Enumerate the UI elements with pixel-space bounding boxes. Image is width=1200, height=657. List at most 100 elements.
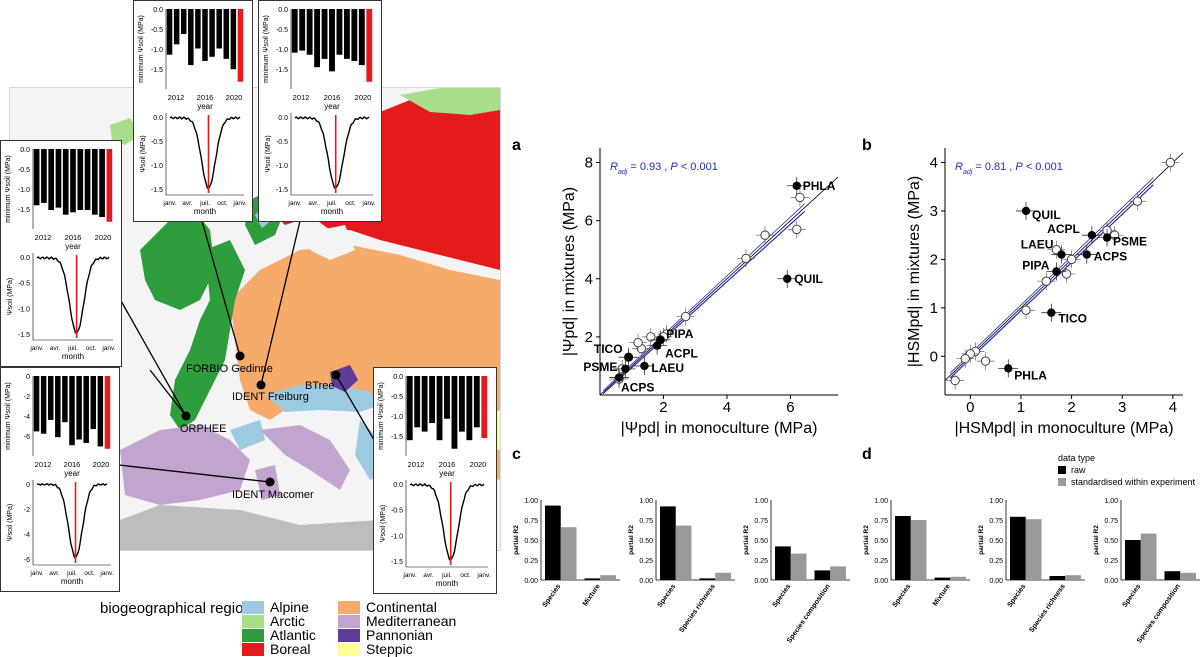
point-label: PHLA <box>1014 368 1047 382</box>
legend-label: Atlantic <box>270 627 316 643</box>
bar-year <box>91 149 98 215</box>
site-label-gedinne: FORBIO Gedinne <box>186 363 273 375</box>
tick-label-month: oct. <box>345 200 356 207</box>
data-point-filled <box>652 341 662 350</box>
bar-year <box>77 149 84 210</box>
bar-year <box>90 376 97 430</box>
bar-year <box>202 9 208 61</box>
bar-year <box>209 9 215 57</box>
data-point-open <box>950 375 960 386</box>
r2-annotation: Radj = 0.81 , P < 0.001 <box>955 161 1063 176</box>
tick-label: 0.0 <box>278 7 288 14</box>
bar-year <box>97 376 104 447</box>
point-label: PSME <box>1113 235 1147 249</box>
tick-label: -1.0 <box>18 306 30 313</box>
bar-standardised <box>830 566 846 580</box>
tick-label: -0.5 <box>276 139 288 146</box>
r2-annotation: Radj = 0.93 , P < 0.001 <box>610 161 718 176</box>
legend-label: Steppic <box>366 641 413 657</box>
site-btree <box>331 370 341 380</box>
tick-label-x: Species <box>1006 583 1027 609</box>
tick-label-month: avr. <box>49 570 60 577</box>
tick-label-month: janv. <box>29 570 43 577</box>
inset-gedinne: 0.0 -0.5 -1.0 -1.5 minimum Ψsoil (MPa) 2012 20… <box>133 0 253 222</box>
bar-year <box>351 9 358 61</box>
region-outside <box>110 505 420 550</box>
axis-label-y: Ψsoil (MPa) <box>380 505 387 542</box>
tick-label-y: 0.50 <box>754 538 768 545</box>
tick-label: -0.5 <box>276 27 288 34</box>
tick-label-month: janv. <box>162 200 176 207</box>
tick-label-y: 1.00 <box>524 498 538 505</box>
data-point-open <box>1041 276 1051 286</box>
tick-label-year: 2020 <box>93 460 110 469</box>
legend-label: Mediterranean <box>366 613 457 629</box>
point-label: TICO <box>1058 312 1087 326</box>
tick-label: -1.0 <box>18 187 30 194</box>
bar-year <box>33 149 40 206</box>
bar-year <box>62 149 69 215</box>
bar-year <box>237 9 244 82</box>
tick-label: -1.5 <box>18 207 30 214</box>
legend-swatch <box>338 600 360 614</box>
bar-year <box>166 9 173 55</box>
data-point-open <box>741 253 751 264</box>
tick-label-month: janv. <box>232 200 246 207</box>
regression-line <box>602 210 806 394</box>
tick-label: -1.5 <box>391 434 403 441</box>
regression-line-alt <box>949 177 1154 374</box>
tick-label-y: 1.00 <box>754 498 768 505</box>
tick-label-x: Species richness <box>678 583 717 634</box>
bar-year <box>70 149 76 213</box>
tick-label-y: 0.25 <box>874 558 888 565</box>
tick-label-year: 2012 <box>408 460 425 469</box>
r2-subscript: adj <box>618 169 628 176</box>
bar-year <box>473 376 480 428</box>
tick-label-y: 1.00 <box>1104 498 1118 505</box>
scatter-plot-b: 0 1 2 3 4 0 1 2 3 4 |HSMpd| in monoculture (MPa) |H… <box>906 148 1184 437</box>
legend-swatch <box>338 614 360 628</box>
panel-label-d: d <box>862 446 872 463</box>
soil-water-curve <box>169 116 241 190</box>
tick-label-y: 0 <box>930 348 938 365</box>
tick-label: -2 <box>24 394 30 401</box>
tick-label-year: 2012 <box>35 233 52 242</box>
point-label: LAEU <box>1021 238 1054 252</box>
inset-orphee: 0.0 -0.5 -1.0 -1.5 minimum Ψsoil (MPa) 2012 20… <box>0 140 122 367</box>
point-label: ACPL <box>665 347 698 361</box>
data-point-open <box>646 332 656 342</box>
site-freiburg <box>256 380 266 390</box>
tick-label-y: 0.25 <box>754 558 768 565</box>
axis-label-y: partial R2 <box>863 525 870 555</box>
legend-item-mediterranean: Mediterranean <box>338 613 456 629</box>
r2-symbol: R <box>610 161 618 173</box>
tick-label-year: 2020 <box>226 93 243 102</box>
tick-label-month: avr. <box>182 200 193 207</box>
tick-label-y: 0.25 <box>639 558 653 565</box>
axis-label-y: minimum Ψsoil (MPa) <box>378 382 385 450</box>
bar-raw <box>545 505 561 580</box>
tick-label-month: avr. <box>50 345 61 352</box>
tick-label: 0.0 <box>278 115 288 122</box>
legend-item-alpine: Alpine <box>242 599 309 615</box>
data-point-open <box>795 192 805 203</box>
point-label: TICO <box>594 342 623 356</box>
p-value: < 0.001 <box>678 161 718 173</box>
axis-label-x: month <box>436 579 458 588</box>
tick-label: 0.0 <box>393 374 403 381</box>
bar-year <box>466 376 473 441</box>
bar-year <box>33 376 40 432</box>
site-label-btree: BTree <box>305 380 335 392</box>
legend-item-continental: Continental <box>338 599 437 615</box>
tick-label-month: janv. <box>101 345 115 352</box>
bar-year <box>216 9 222 49</box>
data-point-open <box>1061 269 1072 279</box>
bar-standardised <box>1065 575 1081 580</box>
tick-label-month: janv. <box>29 345 43 352</box>
point-label: ACPS <box>621 381 654 395</box>
tick-label: -0.5 <box>391 508 403 515</box>
tick-label: -4 <box>24 532 30 539</box>
tick-label-y: 2 <box>585 329 593 346</box>
tick-label-y: 0.00 <box>754 578 768 585</box>
axis-label-y: Ψsoil (MPa) <box>7 504 14 541</box>
